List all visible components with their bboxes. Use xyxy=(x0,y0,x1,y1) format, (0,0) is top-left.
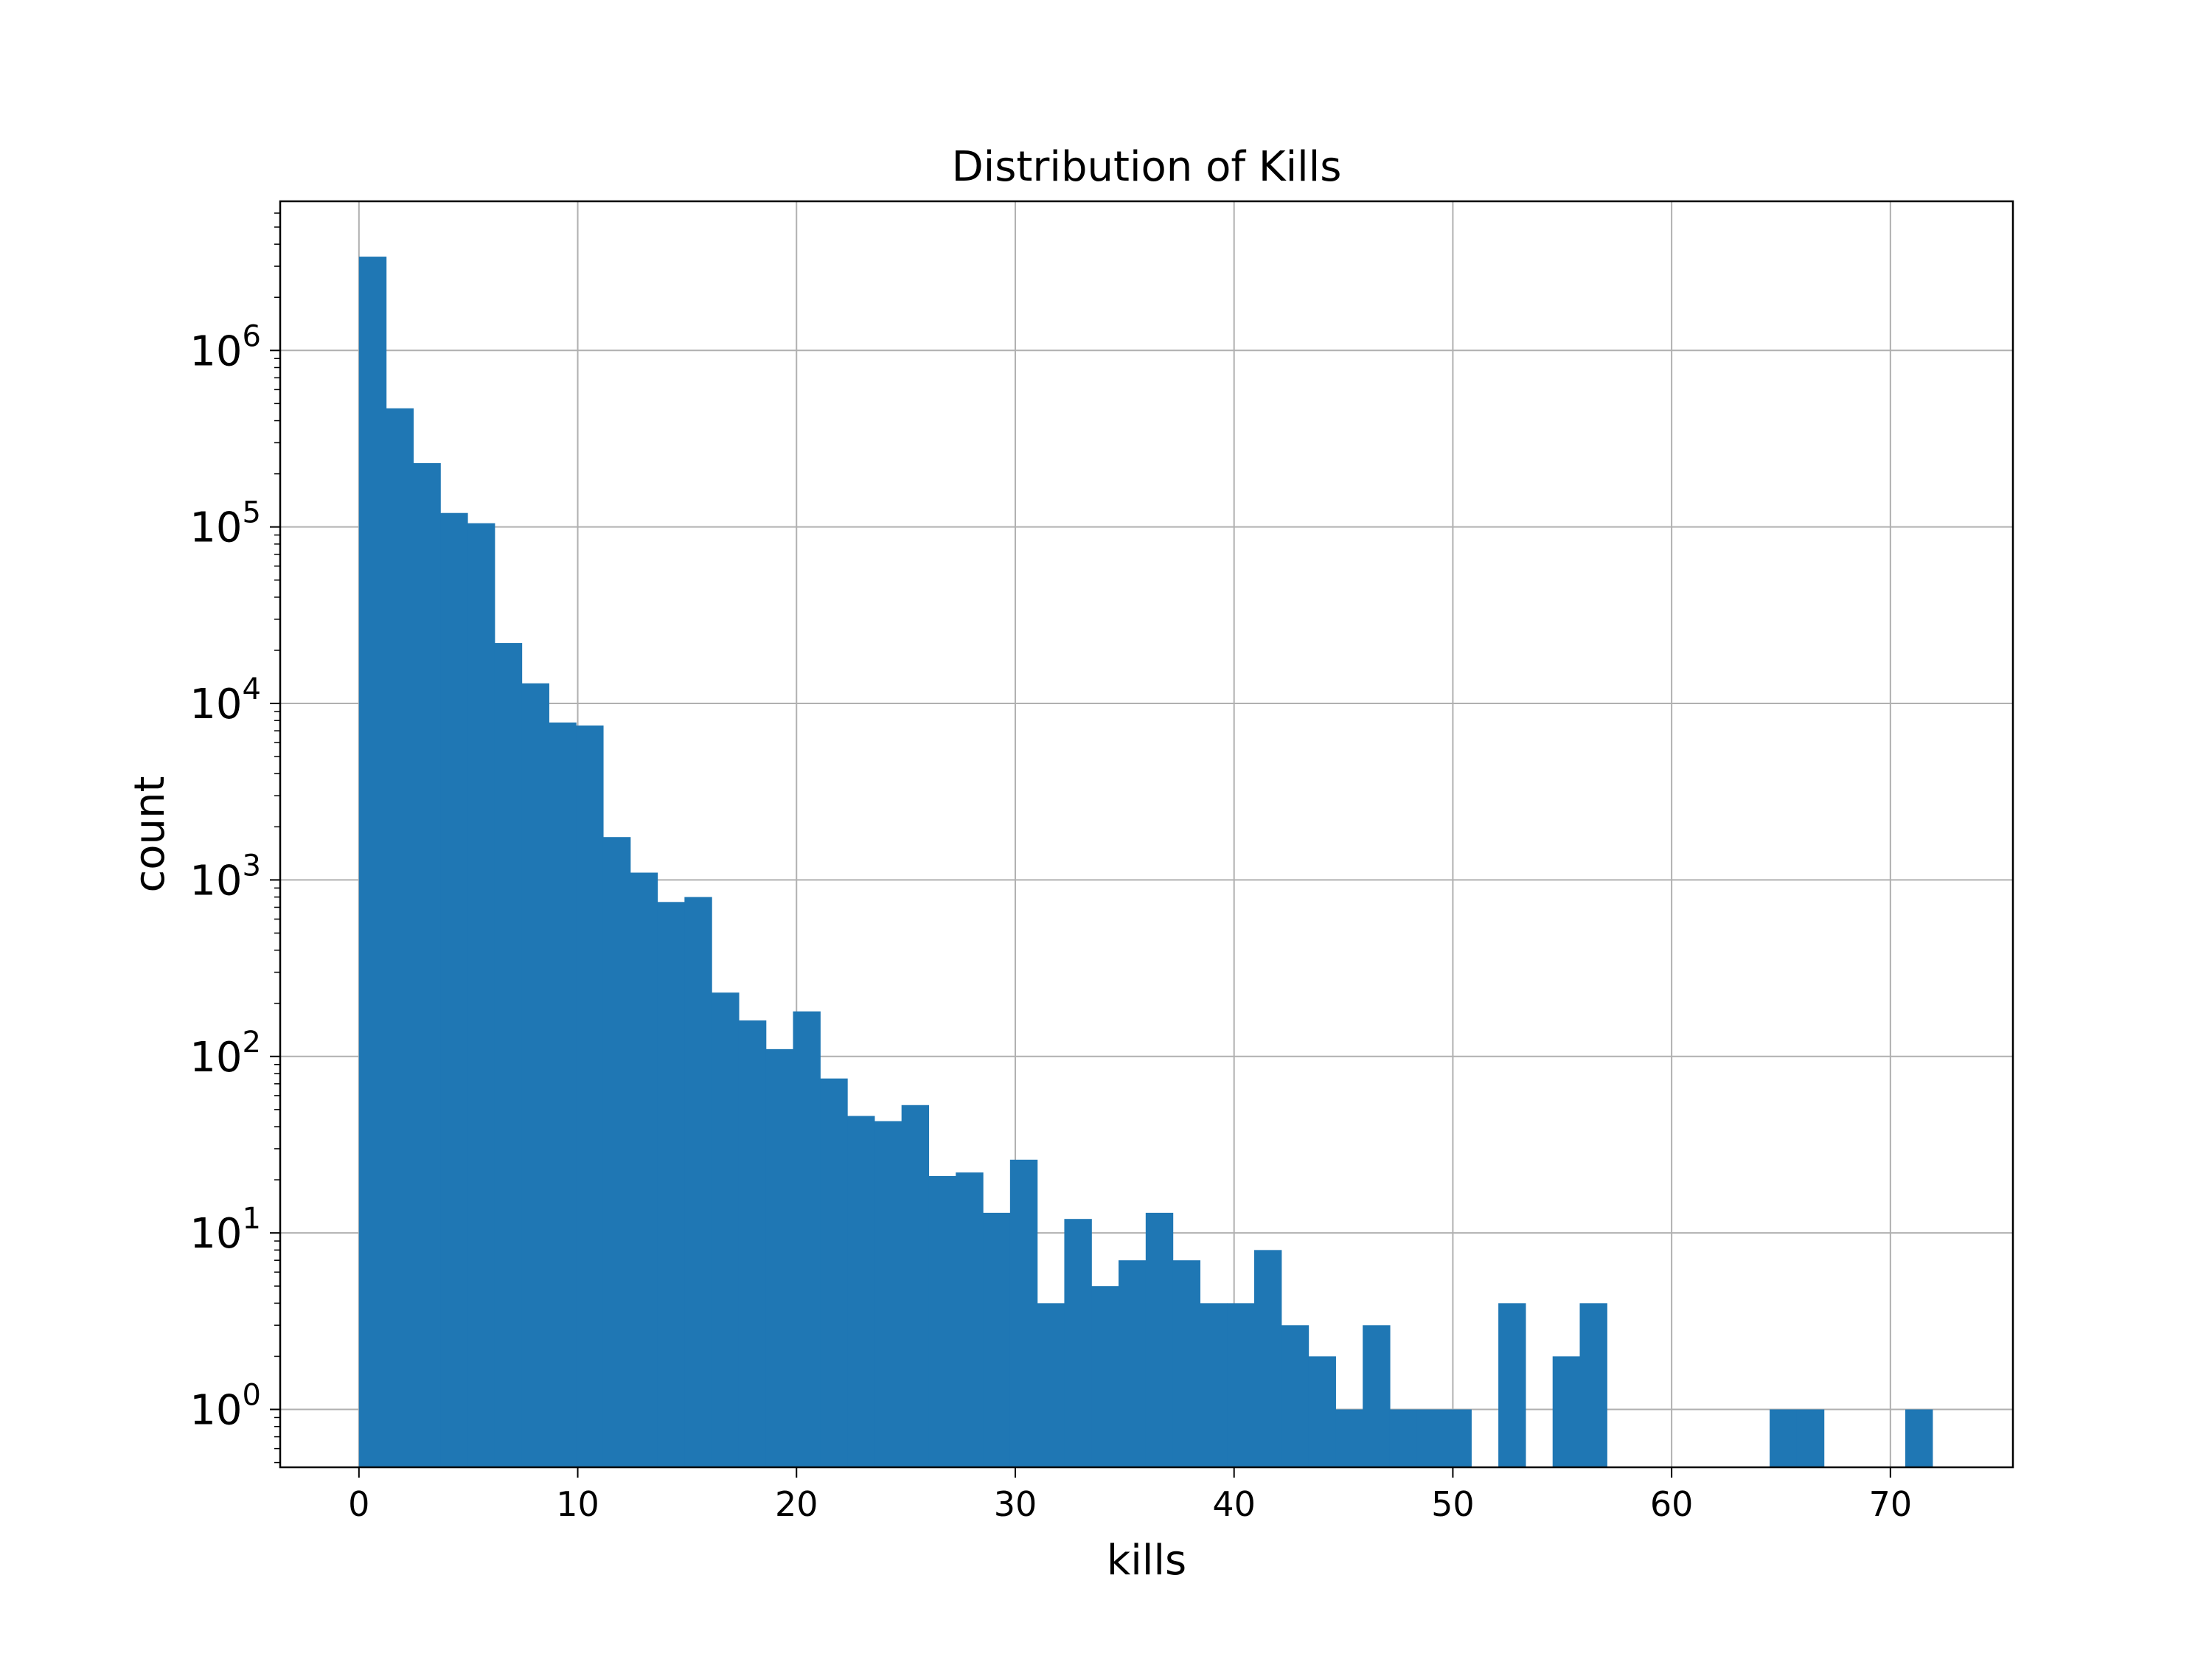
y-tick-label: 100 xyxy=(189,1379,261,1435)
histogram-bar xyxy=(1335,1409,1363,1467)
histogram-bar xyxy=(1363,1325,1391,1467)
y-tick-label: 103 xyxy=(189,849,261,905)
histogram-bar xyxy=(549,722,577,1467)
histogram-bar xyxy=(847,1116,875,1467)
histogram-bar xyxy=(1009,1159,1038,1467)
x-tick-label: 70 xyxy=(1869,1484,1913,1524)
histogram-bar xyxy=(494,643,523,1467)
x-tick-label: 60 xyxy=(1650,1484,1694,1524)
histogram-bar xyxy=(684,897,712,1467)
histogram-bar xyxy=(1308,1356,1336,1467)
histogram-bar xyxy=(1905,1409,1933,1467)
histogram-bar xyxy=(1091,1286,1119,1467)
x-tick-label: 20 xyxy=(775,1484,818,1524)
histogram-bar xyxy=(1227,1303,1255,1467)
histogram-bar xyxy=(793,1011,821,1467)
chart-title: Distribution of Kills xyxy=(952,143,1342,191)
x-tick-label: 40 xyxy=(1212,1484,1256,1524)
y-axis-label: count xyxy=(126,776,174,893)
histogram-bar xyxy=(1498,1303,1526,1467)
histogram-bar xyxy=(765,1048,794,1467)
histogram-bar xyxy=(956,1172,984,1467)
y-tick-label: 102 xyxy=(189,1026,261,1082)
histogram-bar xyxy=(1796,1409,1825,1467)
y-tick-label: 105 xyxy=(189,496,261,552)
histogram-bar xyxy=(1416,1409,1445,1467)
histogram-bar xyxy=(413,463,441,1467)
x-tick-label: 10 xyxy=(556,1484,599,1524)
histogram-bar xyxy=(630,872,658,1467)
histogram-bar xyxy=(1444,1409,1472,1467)
y-tick-label: 101 xyxy=(189,1202,261,1258)
x-tick-label: 30 xyxy=(994,1484,1037,1524)
histogram-bar xyxy=(1389,1409,1418,1467)
histogram-bar xyxy=(657,902,685,1467)
histogram-bars xyxy=(358,257,1933,1468)
histogram-bar xyxy=(521,683,549,1467)
x-tick-label: 0 xyxy=(348,1484,369,1524)
axis-ticks: 0 10 20 30 40 50 60 70 100 101 102 103 104 105 106 xyxy=(189,212,1913,1524)
histogram-bar xyxy=(901,1105,930,1467)
x-tick-label: 50 xyxy=(1431,1484,1475,1524)
histogram-bar xyxy=(440,512,468,1467)
histogram-bar xyxy=(1253,1250,1282,1467)
histogram-bar xyxy=(576,725,604,1467)
histogram-bar xyxy=(1579,1303,1607,1467)
x-axis-label: kills xyxy=(1107,1537,1186,1585)
histogram-bar xyxy=(983,1212,1011,1467)
histogram-bar xyxy=(602,837,631,1467)
histogram-bar xyxy=(874,1121,902,1467)
histogram-bar xyxy=(1172,1260,1200,1467)
histogram-bar xyxy=(1064,1219,1092,1467)
y-tick-label: 104 xyxy=(189,672,261,728)
histogram-bar xyxy=(928,1176,956,1467)
histogram-bar xyxy=(467,523,495,1467)
plot-area-frame xyxy=(279,200,2014,1469)
histogram-bar xyxy=(1552,1356,1581,1467)
histogram-bar xyxy=(386,408,414,1467)
histogram-bar xyxy=(358,257,387,1468)
histogram-bar xyxy=(738,1020,767,1467)
histogram-bar xyxy=(1145,1212,1174,1467)
histogram-bar xyxy=(1281,1325,1310,1467)
histogram-bar xyxy=(1770,1409,1798,1467)
y-tick-label: 106 xyxy=(189,319,261,375)
histogram-bar xyxy=(1200,1303,1228,1467)
histogram-bar xyxy=(712,992,740,1467)
histogram-bar xyxy=(1037,1303,1065,1467)
histogram-bar xyxy=(1119,1260,1147,1467)
histogram-bar xyxy=(820,1078,848,1467)
